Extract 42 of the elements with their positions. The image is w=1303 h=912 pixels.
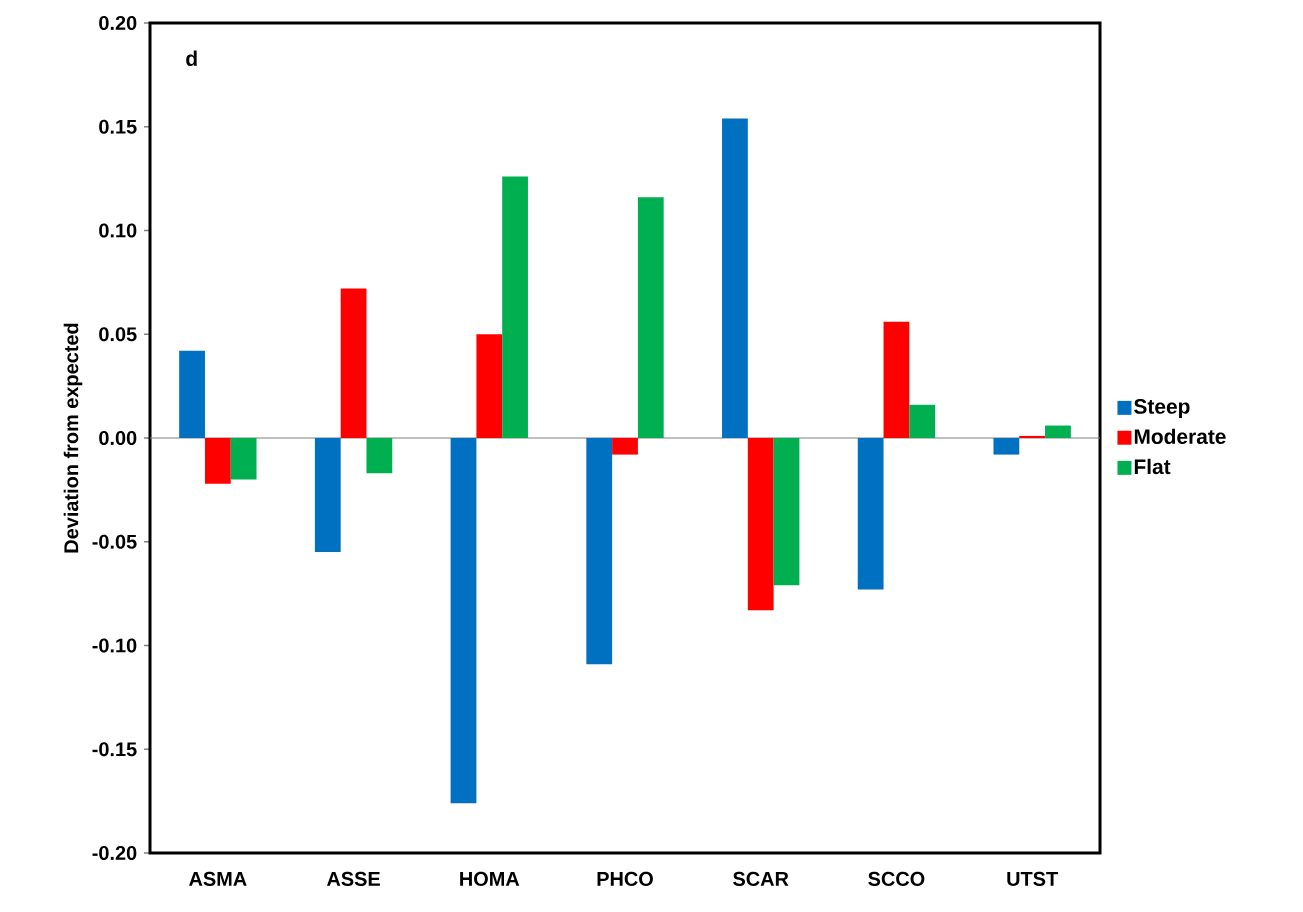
y-tick-label: -0.05 xyxy=(92,534,137,549)
x-tick-label: PHCO xyxy=(597,871,653,886)
bar xyxy=(883,321,910,438)
x-tick-label: ASSE xyxy=(326,871,380,886)
y-tick-label: -0.20 xyxy=(92,845,137,861)
bar xyxy=(722,118,748,438)
x-tick-label: HOMA xyxy=(460,871,520,886)
bar xyxy=(450,437,477,804)
bar xyxy=(747,437,774,611)
bar xyxy=(179,350,205,438)
bar xyxy=(502,176,528,438)
legend-label: Steep xyxy=(1134,399,1190,419)
y-tick-label: -0.15 xyxy=(92,742,137,757)
x-tick-label: ASMA xyxy=(189,871,247,886)
x-tick-label: UTST xyxy=(1007,871,1058,886)
y-axis-title: Deviation from expected xyxy=(63,323,83,553)
legend-label: Moderate xyxy=(1134,428,1226,445)
bar xyxy=(612,437,638,455)
legend-label: Flat xyxy=(1134,458,1171,475)
bar xyxy=(340,288,367,438)
y-tick-label: 0.05 xyxy=(99,327,137,342)
bar xyxy=(857,437,884,590)
bar xyxy=(637,197,664,438)
bar xyxy=(773,437,800,586)
bar xyxy=(230,437,257,480)
y-tick-label: 0.10 xyxy=(99,223,137,238)
bar xyxy=(909,404,936,438)
bar xyxy=(314,437,341,553)
annotation: d xyxy=(186,50,197,66)
bar xyxy=(204,437,231,484)
bar xyxy=(1019,435,1046,438)
y-tick-label: -0.10 xyxy=(92,638,137,653)
y-tick-label: 0.00 xyxy=(99,430,137,446)
bar xyxy=(1045,425,1071,438)
y-tick-label: 0.15 xyxy=(99,119,137,134)
bar xyxy=(476,334,503,438)
y-tick-label: 0.20 xyxy=(99,15,137,31)
bar xyxy=(993,437,1020,455)
bar xyxy=(366,437,393,474)
x-tick-label: SCCO xyxy=(868,871,925,886)
x-tick-label: SCAR xyxy=(733,871,789,886)
bar xyxy=(586,437,613,665)
